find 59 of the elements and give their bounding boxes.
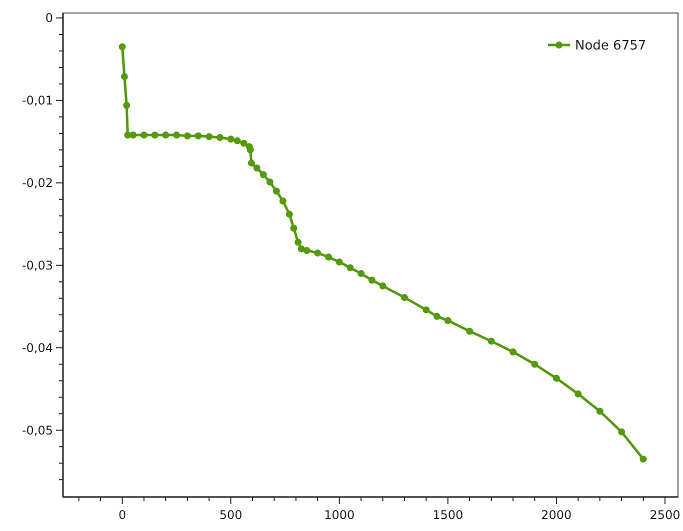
y-tick-label: 0 <box>45 11 53 26</box>
point <box>184 132 191 140</box>
y-tick-label: -0,02 <box>22 176 53 190</box>
y-tick-label: -0,04 <box>22 340 53 355</box>
point <box>248 160 255 167</box>
x-tick-label: 500 <box>219 508 242 522</box>
x-tick-label: 2000 <box>541 508 572 522</box>
legend-label: Node 6757 <box>575 38 646 54</box>
x-tick-label: 1500 <box>432 508 464 522</box>
point <box>531 360 538 368</box>
point <box>240 140 248 147</box>
point <box>206 133 213 140</box>
point <box>618 428 626 436</box>
point <box>574 390 582 398</box>
point <box>294 238 302 246</box>
point <box>400 294 408 301</box>
y-tick-label: -0,01 <box>22 94 53 108</box>
point <box>130 132 137 139</box>
x-tick-label: 1000 <box>324 508 355 522</box>
point <box>140 132 148 139</box>
point <box>510 348 517 356</box>
x-tick-label: 0 <box>118 508 126 522</box>
point <box>266 178 274 186</box>
point <box>173 132 180 139</box>
y-tick-label: -0,05 <box>22 423 53 438</box>
point <box>596 408 604 415</box>
point <box>336 258 343 266</box>
point <box>246 146 254 154</box>
point <box>260 171 267 178</box>
point <box>216 134 224 142</box>
point <box>286 210 293 218</box>
point <box>379 282 386 290</box>
point <box>346 264 354 272</box>
point <box>151 132 158 139</box>
point <box>422 306 430 314</box>
y-tick-label: -0,03 <box>22 258 53 273</box>
point <box>358 270 365 278</box>
point <box>552 374 560 382</box>
point <box>290 224 298 232</box>
point <box>488 338 495 345</box>
point <box>368 276 376 284</box>
point <box>466 328 474 335</box>
point <box>120 72 128 80</box>
point <box>444 317 452 324</box>
point <box>434 312 441 320</box>
point <box>234 137 241 144</box>
point <box>279 197 286 204</box>
point <box>123 102 130 109</box>
point <box>314 249 322 256</box>
point <box>227 136 234 143</box>
point <box>194 132 202 140</box>
x-tick-label: 2500 <box>650 508 680 522</box>
point <box>272 188 280 195</box>
point <box>162 132 170 139</box>
point <box>640 456 647 463</box>
point <box>324 254 332 261</box>
point <box>253 164 260 172</box>
point <box>303 246 310 254</box>
point <box>118 43 126 50</box>
